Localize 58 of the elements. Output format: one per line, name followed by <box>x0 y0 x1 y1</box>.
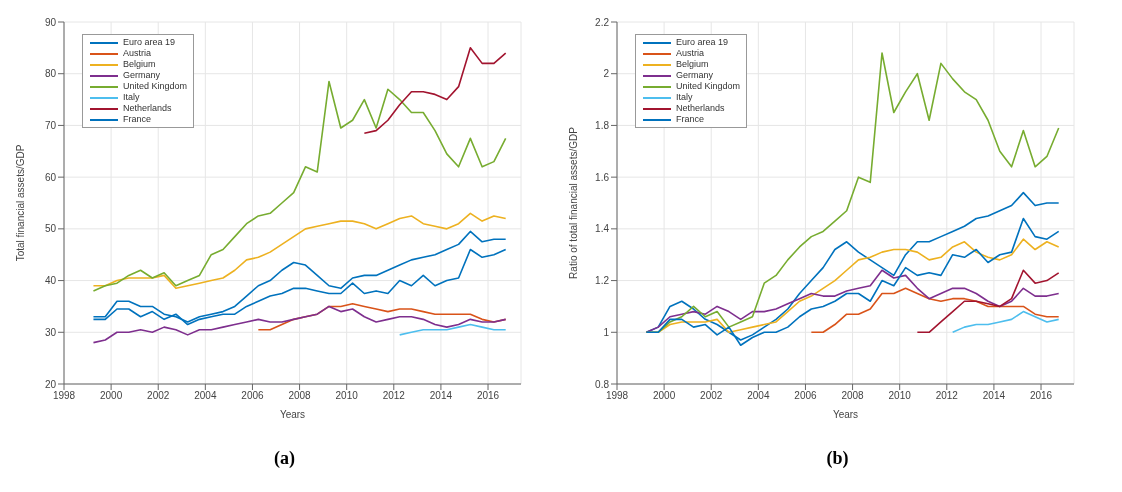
x-tick-label: 2004 <box>747 390 770 402</box>
legend-label: Italy <box>123 92 140 103</box>
legend-label: United Kingdom <box>123 81 188 92</box>
y-tick-label: 1 <box>603 326 610 338</box>
legend-label: Netherlands <box>676 103 725 114</box>
legend-label: Austria <box>676 48 705 59</box>
x-tick-label: 1998 <box>52 390 76 402</box>
x-tick-label: 2014 <box>982 390 1006 402</box>
legend-label: Euro area 19 <box>123 37 176 48</box>
x-tick-label: 2010 <box>888 390 912 402</box>
x-tick-label: 2012 <box>935 390 959 402</box>
y-tick-label: 50 <box>44 223 57 235</box>
y-tick-label: 90 <box>44 16 57 28</box>
legend-label: France <box>676 114 705 125</box>
x-tick-label: 2006 <box>794 390 818 402</box>
x-axis-title: Years <box>832 409 859 420</box>
legend-label: Austria <box>123 48 152 59</box>
x-tick-label: 2008 <box>288 390 312 402</box>
x-tick-label: 2014 <box>429 390 453 402</box>
y-tick-label: 2 <box>603 68 610 80</box>
x-tick-label: 2010 <box>335 390 359 402</box>
legend-label: Belgium <box>123 59 156 70</box>
y-tick-label: 80 <box>44 68 57 80</box>
y-tick-label: 1.8 <box>595 119 610 131</box>
x-tick-label: 2012 <box>382 390 406 402</box>
text: (b) <box>825 448 850 469</box>
y-tick-label: 20 <box>44 378 57 390</box>
x-tick-label: 2002 <box>147 390 170 402</box>
y-tick-label: 30 <box>44 326 57 338</box>
legend-label: United Kingdom <box>676 81 741 92</box>
y-axis-title: Total financial assets/GDP <box>14 144 26 262</box>
x-tick-label: 2006 <box>241 390 265 402</box>
legend-label: Germany <box>123 70 161 81</box>
x-tick-label: 2004 <box>194 390 217 402</box>
x-axis-title: Years <box>279 409 306 420</box>
legend-label: Italy <box>676 92 693 103</box>
legend-label: Belgium <box>676 59 709 70</box>
y-tick-label: 1.4 <box>595 223 610 235</box>
y-tick-label: 2.2 <box>595 16 610 28</box>
x-tick-label: 2000 <box>652 390 676 402</box>
legend-label: Euro area 19 <box>676 37 729 48</box>
y-tick-label: 70 <box>44 119 57 131</box>
y-tick-label: 1.6 <box>595 171 610 183</box>
legend-label: France <box>123 114 152 125</box>
x-tick-label: 2000 <box>99 390 123 402</box>
y-tick-label: 40 <box>44 275 57 287</box>
text: (a) <box>273 448 296 469</box>
y-tick-label: 60 <box>44 171 57 183</box>
x-tick-label: 2016 <box>476 390 500 402</box>
y-tick-label: 0.8 <box>595 378 610 390</box>
legend-label: Germany <box>676 70 714 81</box>
legend-label: Netherlands <box>123 103 172 114</box>
x-tick-label: 2008 <box>841 390 865 402</box>
y-tick-label: 1.2 <box>595 275 610 287</box>
x-tick-label: 2002 <box>700 390 723 402</box>
x-tick-label: 2016 <box>1029 390 1053 402</box>
y-axis-title: Ratio of total financial assets/GDP <box>567 126 579 279</box>
x-tick-label: 1998 <box>605 390 629 402</box>
